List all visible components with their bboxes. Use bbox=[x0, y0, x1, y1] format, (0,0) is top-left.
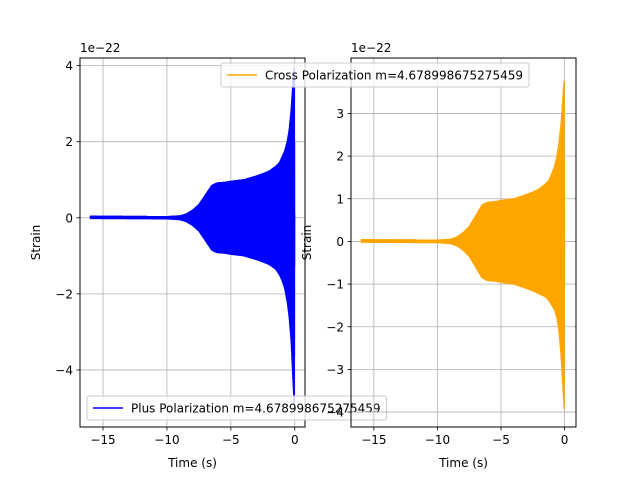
plus-legend-label: Plus Polarization m=4.678998675275459 bbox=[131, 402, 381, 416]
x-tick-label: −10 bbox=[425, 433, 450, 447]
y-tick-label: 0 bbox=[336, 235, 344, 249]
plus-legend: Plus Polarization m=4.678998675275459 bbox=[86, 395, 388, 421]
left-y-axis-label: Strain bbox=[29, 225, 43, 261]
left-axes-frame bbox=[79, 57, 306, 428]
right-offset-text: 1e−22 bbox=[351, 41, 391, 55]
y-tick-label: 2 bbox=[336, 150, 344, 164]
y-tick-label: −1 bbox=[326, 278, 344, 292]
x-tick-label: −15 bbox=[90, 433, 115, 447]
y-tick-label: −2 bbox=[55, 287, 73, 301]
right-x-axis-label: Time (s) bbox=[438, 456, 488, 470]
waveform-line bbox=[360, 80, 566, 410]
y-tick-label: 0 bbox=[65, 211, 73, 225]
x-tick-label: −5 bbox=[222, 433, 240, 447]
y-tick-label: 4 bbox=[65, 59, 73, 73]
plus-legend-box bbox=[86, 395, 388, 421]
x-tick-label: 0 bbox=[561, 433, 569, 447]
x-tick-label: −5 bbox=[492, 433, 510, 447]
right-y-axis-label: Strain bbox=[300, 225, 314, 261]
y-tick-label: 2 bbox=[65, 135, 73, 149]
cross-legend-box bbox=[220, 62, 530, 88]
left-x-ticks: −15 −10 −5 0 bbox=[90, 427, 299, 447]
right-y-ticks: −4 −3 −2 −1 0 1 2 3 bbox=[326, 107, 351, 420]
plus-polarization-waveform bbox=[89, 66, 296, 406]
y-tick-label: 3 bbox=[336, 107, 344, 121]
right-x-ticks: −15 −10 −5 0 bbox=[361, 427, 568, 447]
x-tick-label: 0 bbox=[291, 433, 299, 447]
x-tick-label: −10 bbox=[154, 433, 179, 447]
y-tick-label: −3 bbox=[326, 363, 344, 377]
y-tick-label: 1 bbox=[336, 192, 344, 206]
x-tick-label: −15 bbox=[361, 433, 386, 447]
left-x-axis-label: Time (s) bbox=[167, 456, 217, 470]
right-axes-frame bbox=[350, 57, 577, 428]
waveform-line bbox=[89, 66, 296, 406]
cross-legend-label: Cross Polarization m=4.678998675275459 bbox=[265, 69, 523, 83]
y-tick-label: −4 bbox=[326, 406, 344, 420]
y-tick-label: −4 bbox=[55, 363, 73, 377]
left-offset-text: 1e−22 bbox=[80, 41, 120, 55]
left-y-ticks: −4 −2 0 2 4 bbox=[55, 59, 80, 377]
y-tick-label: −2 bbox=[326, 320, 344, 334]
cross-legend: Cross Polarization m=4.678998675275459 bbox=[220, 62, 530, 88]
cross-polarization-waveform bbox=[360, 80, 566, 410]
